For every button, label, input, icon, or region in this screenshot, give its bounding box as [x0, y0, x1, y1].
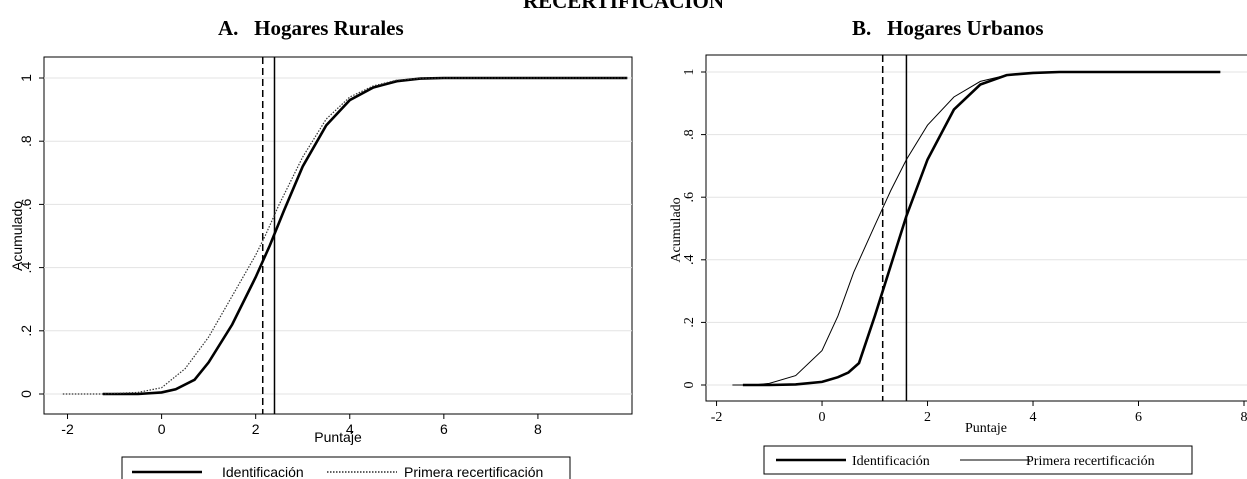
series-line-identificacion: [102, 76, 628, 396]
series-line-primera-recertificacion: [62, 77, 628, 395]
y-tick-label: 0: [18, 390, 34, 398]
legend-label: Primera recertificación: [1026, 454, 1155, 469]
y-tick-label: .6: [18, 198, 34, 210]
y-tick-label: .4: [682, 255, 697, 266]
y-axis-label: Acumulado: [669, 197, 684, 262]
panel-b-title: B. Hogares Urbanos: [852, 16, 1044, 40]
chart-urban: 0 .2 .4 .6 .8 1 -2 0 2 4 6 8 Puntaje Acumulado Identif…: [669, 54, 1247, 475]
legend-label: Primera recertificación: [404, 464, 543, 479]
x-tick-label: 4: [1030, 410, 1037, 425]
x-tick-label: 6: [440, 421, 448, 437]
figure-title: RECERTIFICACIÓN: [522, 0, 725, 13]
legend-box: [121, 456, 571, 479]
y-tick-label: .8: [682, 129, 697, 140]
x-tick-label: 0: [158, 421, 166, 437]
x-tick-label: 0: [819, 410, 826, 425]
series-line-primera-recertificacion: [732, 71, 1221, 386]
legend-label: Identificación: [852, 454, 930, 469]
x-tick-label: 2: [252, 421, 260, 437]
x-tick-label: 8: [534, 421, 542, 437]
y-axis-label: Acumulado: [9, 201, 25, 271]
series-line-identificacion: [742, 70, 1221, 387]
x-tick-label: -2: [711, 410, 723, 425]
x-tick-label: 2: [924, 410, 931, 425]
y-tick-label: .2: [682, 317, 697, 328]
y-tick-label: 1: [682, 69, 697, 76]
legend-label: Identificación: [222, 464, 304, 479]
y-tick-label: 1: [18, 74, 34, 82]
y-tick-label: 0: [682, 382, 697, 389]
x-tick-label: 6: [1135, 410, 1142, 425]
plot-frame: [43, 56, 633, 415]
plot-frame: [705, 54, 1247, 402]
x-tick-label: -2: [61, 421, 74, 437]
x-tick-label: 4: [346, 421, 354, 437]
x-tick-label: 8: [1241, 410, 1247, 425]
y-tick-label: .4: [18, 262, 34, 274]
chart-rural: 0 .2 .4 .6 .8 1 -2 0 2 4 6 8 Puntaje Acumulado Identif…: [9, 56, 633, 479]
x-axis-label: Puntaje: [314, 429, 362, 445]
y-tick-label: .8: [18, 135, 34, 147]
y-tick-label: .6: [682, 192, 697, 203]
panel-a-title: A. Hogares Rurales: [218, 16, 404, 40]
x-axis-label: Puntaje: [965, 421, 1007, 436]
y-tick-label: .2: [18, 325, 34, 337]
